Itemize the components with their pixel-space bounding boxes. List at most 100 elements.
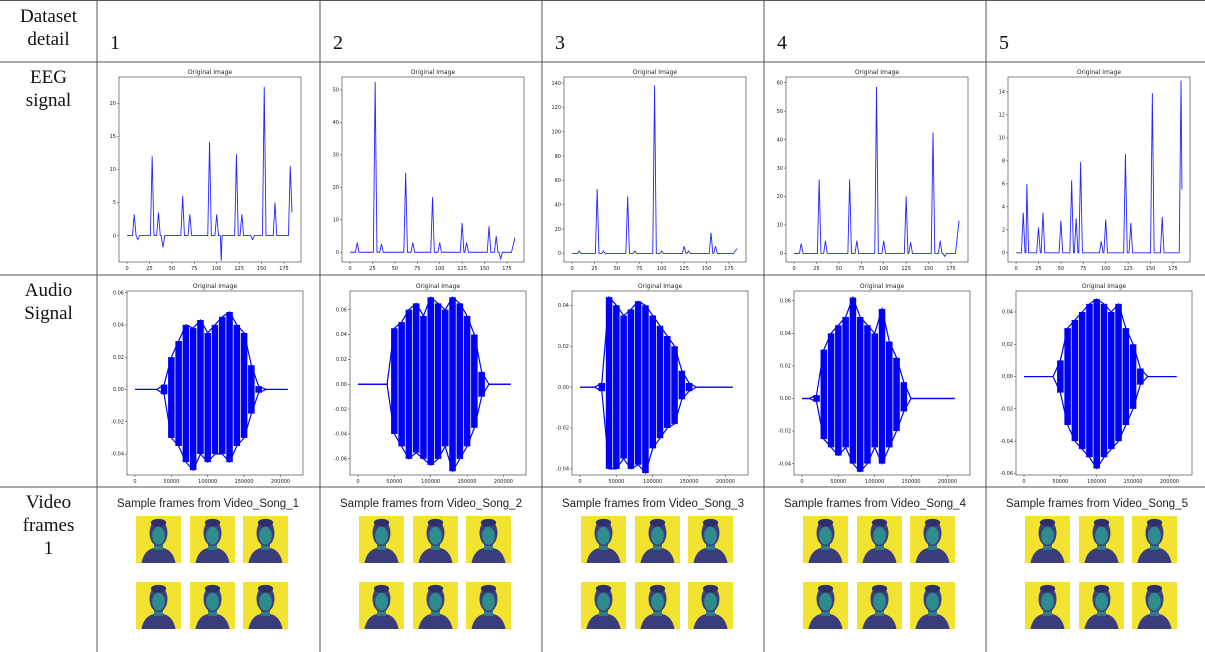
x-tick-label: 0 [1014, 266, 1017, 272]
audio-lower [802, 397, 955, 473]
column-header: 2 [333, 32, 343, 54]
y-tick-label: 0.06 [113, 290, 124, 296]
x-tick-label: 200000 [271, 479, 290, 485]
frame-hair [871, 518, 888, 527]
video-frame [136, 582, 181, 629]
x-tick-label: 50000 [1052, 479, 1068, 485]
frame-face [819, 526, 832, 545]
y-tick-label: 20 [333, 185, 339, 191]
x-tick-label: 50 [169, 266, 175, 272]
x-tick-label: 0 [356, 479, 359, 485]
frame-shoulders [1084, 613, 1119, 629]
frame-hair [924, 518, 941, 527]
video-frame [581, 582, 626, 629]
audio-lower [580, 386, 733, 475]
frame-face [259, 526, 272, 545]
x-tick-label: 0 [570, 266, 573, 272]
frame-hair [204, 584, 221, 593]
x-tick-label: 0 [792, 266, 795, 272]
frame-hair [702, 518, 719, 527]
x-tick-label: 100 [879, 266, 889, 272]
frame-face [206, 592, 219, 611]
frame-face [375, 526, 388, 545]
y-tick-label: 0.00 [336, 382, 347, 388]
frame-face [482, 592, 495, 611]
frame-hair [257, 518, 274, 527]
header-label: Dataset detail [20, 6, 77, 50]
x-tick-label: 175 [279, 266, 289, 272]
frame-shoulders [640, 547, 675, 563]
video-frame [466, 582, 511, 629]
frame-hair [150, 518, 167, 527]
x-tick-label: 0 [1022, 479, 1025, 485]
video-frame [1132, 582, 1177, 629]
frame-hair [649, 584, 666, 593]
video-caption: Sample frames from Video_Song_4 [784, 498, 967, 510]
frame-hair [1146, 518, 1163, 527]
y-tick-label: 30 [333, 153, 339, 159]
video-frame [136, 516, 181, 563]
frame-shoulders [915, 613, 950, 629]
x-tick-label: 75 [1080, 266, 1086, 272]
eeg-line [1016, 80, 1183, 254]
video-frame [190, 582, 235, 629]
video-frame [635, 516, 680, 563]
x-tick-label: 150 [480, 266, 490, 272]
video-frame [803, 516, 848, 563]
frame-hair [257, 584, 274, 593]
frame-shoulders [693, 613, 728, 629]
x-tick-label: 150 [924, 266, 934, 272]
y-tick-label: 20 [555, 227, 561, 233]
frame-hair [871, 584, 888, 593]
y-tick-label: 6 [1002, 182, 1005, 188]
x-tick-label: 0 [125, 266, 128, 272]
chart-title: Original Image [860, 283, 904, 290]
frame-hair [373, 518, 390, 527]
chart-title: Original Image [193, 283, 237, 290]
x-tick-label: 25 [813, 266, 819, 272]
frame-hair [204, 518, 221, 527]
y-tick-label: 30 [777, 166, 783, 172]
frame-hair [595, 518, 612, 527]
column-header: 4 [777, 32, 787, 54]
frame-shoulders [1030, 547, 1065, 563]
frame-shoulders [1137, 613, 1172, 629]
audio-upper [135, 311, 288, 391]
frame-face [926, 592, 939, 611]
plot-frame [341, 76, 525, 263]
y-tick-label: 50 [777, 109, 783, 115]
x-tick-label: 75 [858, 266, 864, 272]
y-tick-label: -0.02 [556, 426, 569, 432]
frame-shoulders [195, 547, 230, 563]
x-tick-label: 125 [901, 266, 911, 272]
x-tick-label: 25 [146, 266, 152, 272]
x-tick-label: 150000 [458, 479, 477, 485]
chart-title: Original Image [188, 69, 232, 76]
frame-hair [427, 518, 444, 527]
frame-shoulders [418, 547, 453, 563]
video-frame [359, 516, 404, 563]
y-tick-label: 0.00 [558, 385, 569, 391]
video-frame [581, 516, 626, 563]
x-tick-label: 150 [702, 266, 712, 272]
frame-shoulders [693, 547, 728, 563]
eeg-line [127, 86, 293, 261]
frame-face [482, 526, 495, 545]
frame-face [206, 526, 219, 545]
chart-title: Original Image [416, 283, 460, 290]
frame-hair [817, 518, 834, 527]
video-frame [1025, 516, 1070, 563]
frame-hair [1039, 518, 1056, 527]
frame-shoulders [1137, 547, 1172, 563]
x-tick-label: 125 [234, 266, 244, 272]
video-frame [190, 516, 235, 563]
y-tick-label: -0.04 [1000, 439, 1013, 445]
x-tick-label: 100000 [865, 479, 884, 485]
frame-shoulders [862, 613, 897, 629]
frame-face [152, 592, 165, 611]
frame-shoulders [141, 547, 176, 563]
frame-shoulders [1084, 547, 1119, 563]
frame-hair [595, 584, 612, 593]
frame-hair [480, 584, 497, 593]
